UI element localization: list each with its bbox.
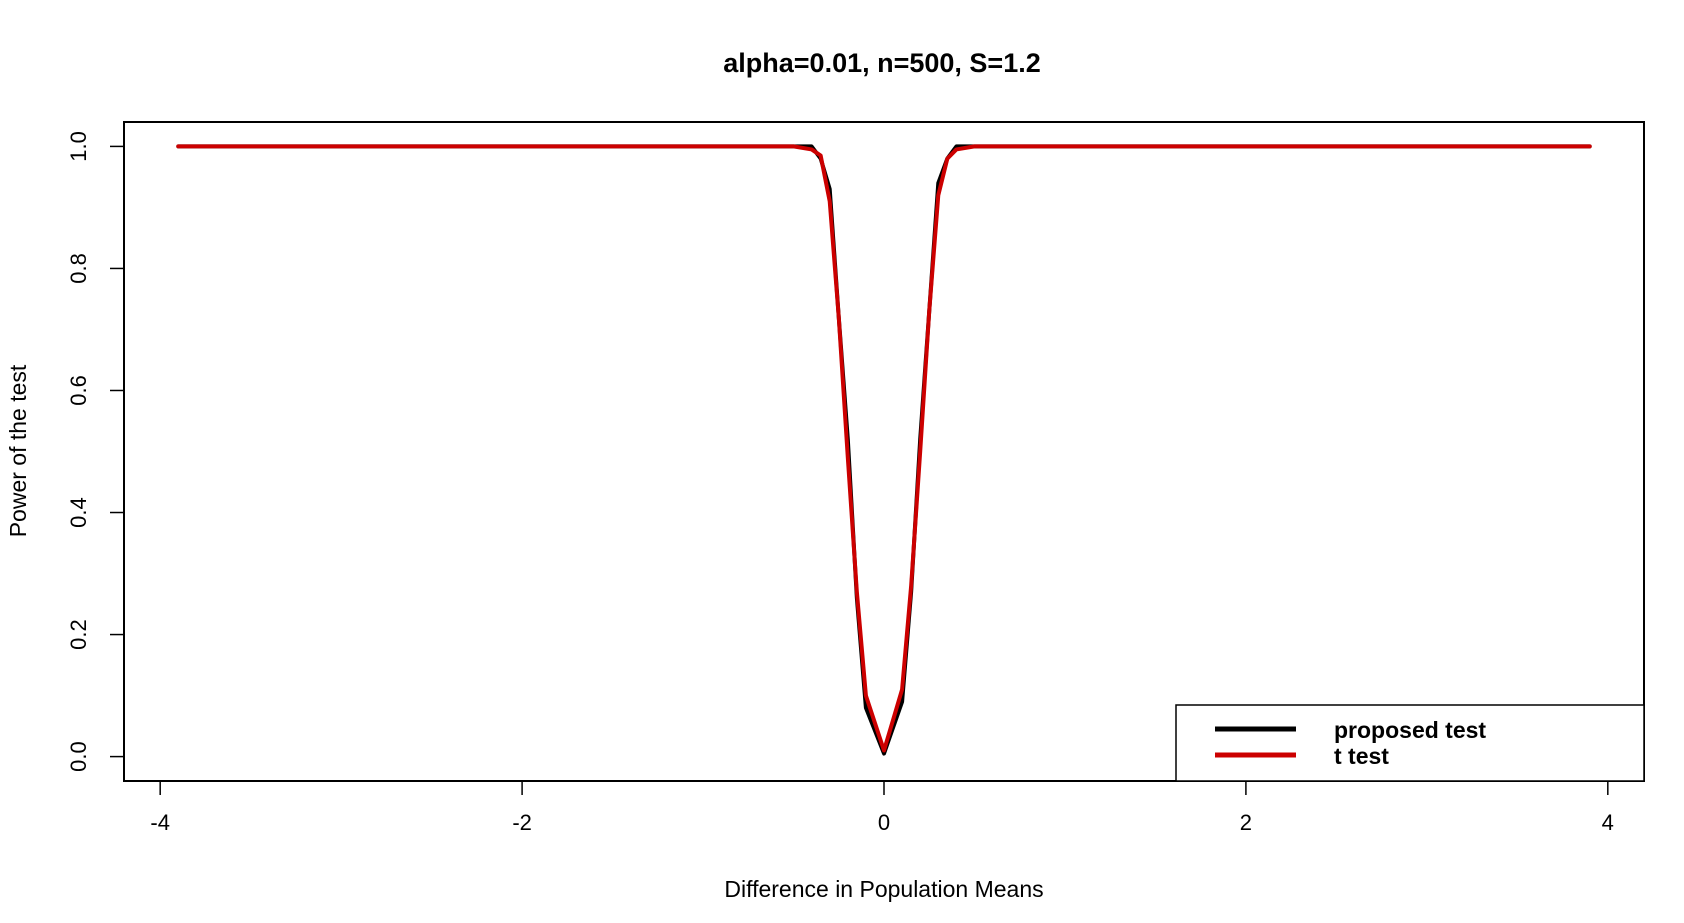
legend: proposed test t test [1175,704,1645,782]
x-tick-label: -4 [150,810,170,835]
series-layer [176,144,1592,756]
series-line-t-test [176,144,1592,753]
legend-label-proposed-test: proposed test [1334,717,1486,743]
legend-box [1175,704,1645,782]
legend-label-t-test: t test [1334,743,1389,769]
y-tick-label: 1.0 [66,131,91,162]
y-axis-title: Power of the test [5,364,31,537]
y-tick-label: 0.0 [66,741,91,772]
y-axis: 0.0 0.2 0.4 0.6 0.8 1.0 [66,131,125,772]
chart-title: alpha=0.01, n=500, S=1.2 [723,48,1040,78]
y-tick-label: 0.8 [66,253,91,284]
x-tick-label: 4 [1602,810,1614,835]
plot-frame [123,121,1645,782]
series-line-proposed-test [176,144,1592,756]
x-axis-title: Difference in Population Means [724,876,1043,902]
x-tick-label: 0 [878,810,890,835]
y-tick-label: 0.4 [66,497,91,528]
x-tick-label: -2 [512,810,532,835]
x-axis: -4 -2 0 2 4 [150,780,1614,835]
y-tick-label: 0.6 [66,375,91,406]
y-tick-label: 0.2 [66,619,91,650]
x-tick-label: 2 [1240,810,1252,835]
